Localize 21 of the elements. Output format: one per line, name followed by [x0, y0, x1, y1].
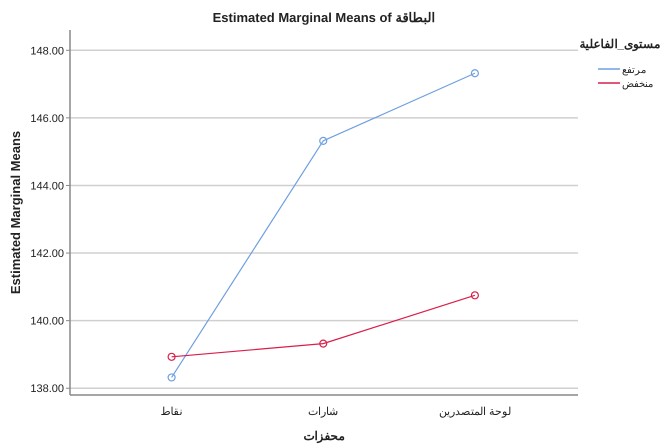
y-tick-label: 146.00: [30, 112, 64, 125]
y-tick-label: 140.00: [30, 316, 64, 328]
point: [319, 340, 328, 348]
y-tick-label: 138.00: [30, 383, 64, 396]
point: [168, 352, 176, 361]
y-tick-label: 144.00: [30, 180, 64, 192]
x-tick-label: لوحة المتصدرين: [438, 406, 511, 418]
point: [470, 69, 479, 78]
x-tick-label: نقاط: [160, 406, 183, 418]
y-tick-label: 142.00: [30, 248, 64, 260]
x-axis-title: محفزات: [304, 429, 344, 444]
y-tick-label: 148.00: [30, 45, 64, 58]
x-tick-label: شارات: [308, 406, 338, 418]
legend-title: مستوى_الفاعلية: [579, 37, 660, 52]
point: [319, 136, 328, 145]
legend-label: مرتفع: [622, 65, 646, 76]
point: [168, 373, 176, 382]
point: [470, 291, 479, 300]
chart-title: Estimated Marginal Means of البطاقة: [212, 10, 436, 25]
legend-label: منخفض: [622, 79, 653, 90]
y-axis-title: Estimated Marginal Means: [8, 130, 23, 294]
